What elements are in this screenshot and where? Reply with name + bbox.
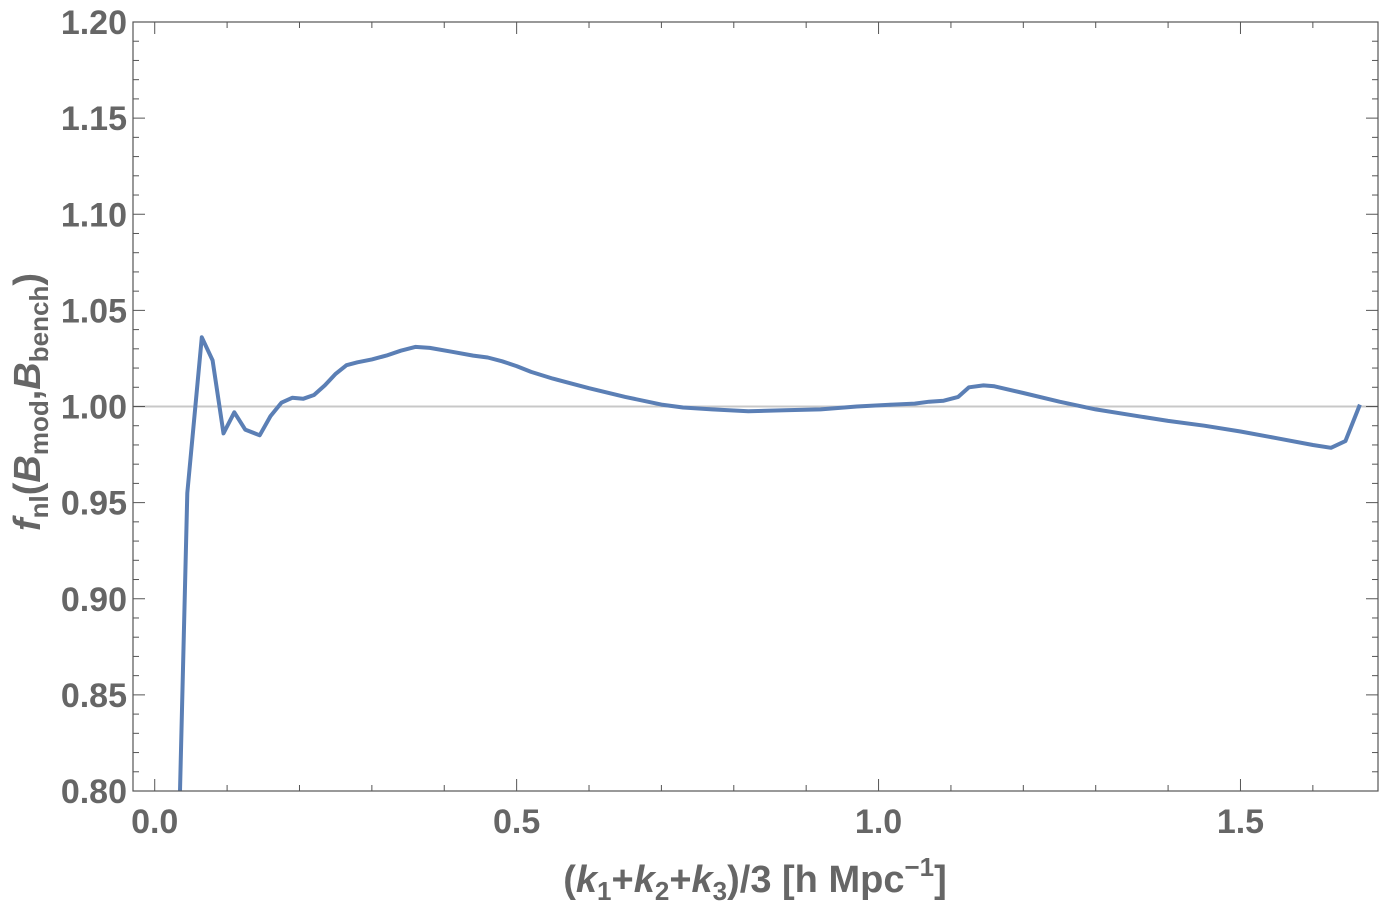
y-tick-label: 0.90	[61, 581, 127, 619]
y-tick-label: 1.15	[61, 100, 127, 138]
y-tick-label: 1.00	[61, 389, 127, 427]
x-tick-label: 0.0	[131, 803, 178, 841]
series-line-0	[178, 335, 1362, 792]
x-axis-label-plus1: +	[612, 859, 634, 901]
y-axis-label-comma: ,	[7, 390, 49, 401]
x-axis-label-sub1: 1	[597, 876, 611, 903]
x-axis-label-sub3: 3	[713, 876, 727, 903]
tick-layer	[133, 21, 1378, 792]
y-axis-label-b1: B	[7, 455, 49, 482]
x-axis-label-plus2: +	[669, 859, 691, 901]
y-axis-label-close: )	[7, 273, 49, 286]
x-axis-label-open: (	[563, 859, 576, 901]
x-axis-label-sub2: 2	[655, 876, 669, 903]
y-tick-label: 1.05	[61, 292, 127, 330]
x-tick-label: 1.5	[1217, 803, 1264, 841]
y-tick-label: 0.85	[61, 677, 127, 715]
x-axis-label-k1: k	[576, 859, 599, 901]
x-tick-label: 1.0	[855, 803, 902, 841]
y-tick-label: 1.20	[61, 4, 127, 42]
x-axis-label-sup: −1	[904, 852, 934, 882]
x-axis-label-end: ]	[934, 859, 947, 901]
y-tick-label: 1.10	[61, 196, 127, 234]
y-tick-label: 0.80	[61, 773, 127, 811]
y-axis-label: fnl(Bmod,Bbench)	[7, 273, 54, 531]
y-axis-label-f: f	[7, 515, 49, 531]
y-tick-labels: 0.80 0.85 0.90 0.95 1.00 1.05 1.10 1.15 1.20	[61, 4, 127, 811]
y-axis-label-f-sub: nl	[24, 495, 54, 518]
x-tick-labels: 0.0 0.5 1.0 1.5	[131, 803, 1264, 841]
x-axis-label-k2: k	[634, 859, 657, 901]
series-layer	[178, 335, 1362, 792]
y-axis-label-sub-mod: mod	[24, 400, 54, 455]
y-axis-label-open: (	[7, 482, 49, 495]
x-axis-label-units: )/3 [h Mpc	[727, 859, 904, 901]
x-axis-label: (k1+k2+k3)/3 [h Mpc−1]	[563, 852, 947, 903]
y-axis-label-sub-bench: bench	[24, 286, 54, 363]
y-axis-label-b2: B	[7, 362, 49, 389]
x-tick-label: 0.5	[493, 803, 540, 841]
x-axis-label-k3: k	[692, 859, 715, 901]
y-tick-label: 0.95	[61, 485, 127, 523]
